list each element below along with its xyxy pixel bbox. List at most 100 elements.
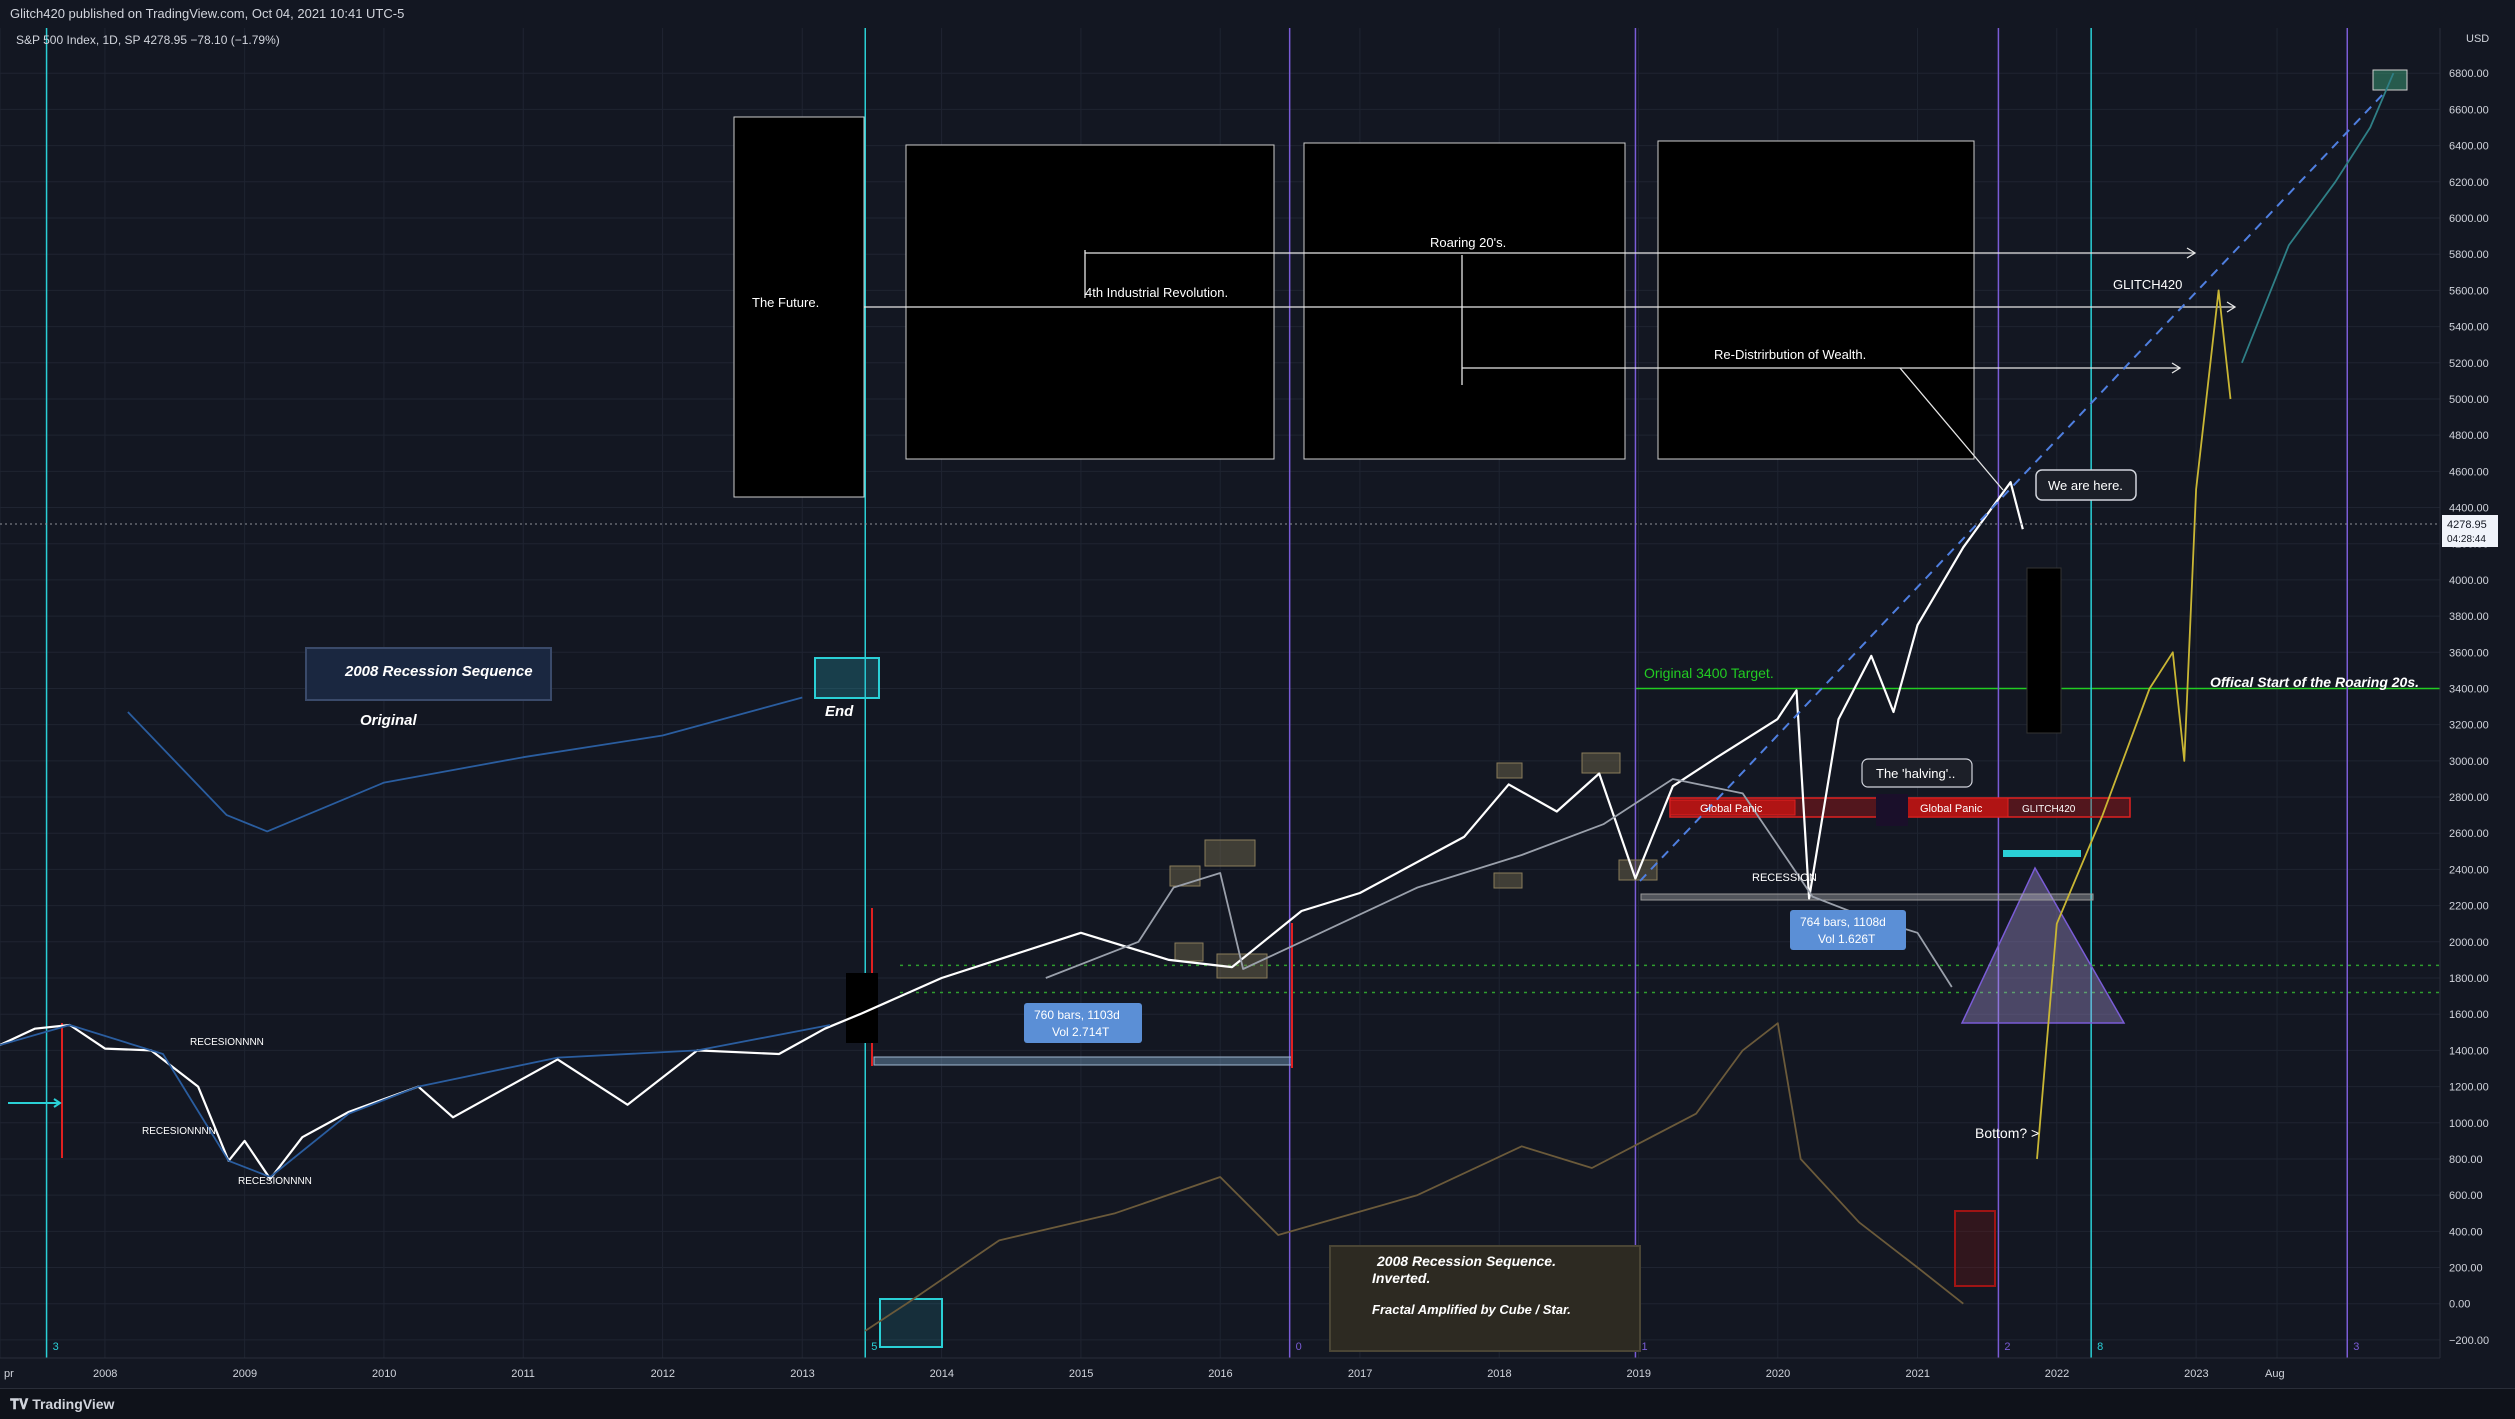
annotation-recession-seq: 2008 Recession Sequence: [344, 663, 533, 680]
series-1: [0, 696, 831, 1178]
annotation-author: GLITCH420: [2113, 277, 2182, 292]
x-tick-label: 2015: [1069, 1368, 1093, 1380]
y-tick-label: 2200.00: [2449, 901, 2489, 913]
price-chart[interactable]: 3 5 0 1 2 8 3: [0, 28, 2515, 1388]
annotation-global-panic-1: Global Panic: [1700, 803, 1763, 815]
roaring-box: [1303, 142, 1626, 460]
last-price-label: 4278.95: [2447, 519, 2487, 531]
y-tick-label: 6400.00: [2449, 141, 2489, 153]
annotation-global-panic-2: Global Panic: [1920, 803, 1983, 815]
series-5: [2241, 72, 2395, 364]
y-tick-label: 5400.00: [2449, 322, 2489, 334]
last-price-marker: 4278.95 04:28:44: [0, 515, 2498, 547]
black-block-3: [1876, 794, 1908, 826]
x-tick-label: 2020: [1766, 1368, 1790, 1380]
text-annotations: S&P 500 Index, 1D, SP 4278.95 −78.10 (−1…: [16, 33, 2419, 1352]
x-tick-label: 2019: [1626, 1368, 1650, 1380]
recession-seq-box: [305, 647, 552, 701]
y-tick-label: 6600.00: [2449, 104, 2489, 116]
countdown-label: 04:28:44: [2447, 534, 2486, 545]
y-tick-label: 1400.00: [2449, 1045, 2489, 1057]
x-tick-label: 2021: [1905, 1368, 1929, 1380]
series-line: [864, 1022, 1964, 1332]
industrial-box: [905, 144, 1275, 460]
x-tick-label: 2010: [372, 1368, 396, 1380]
vertical-cycle-lines: 3 5 0 1 2 8 3: [45, 28, 2359, 1358]
y-tick-label: 2800.00: [2449, 792, 2489, 804]
redistribution-box: [1657, 140, 1975, 460]
measure-2-line2: Vol 1.626T: [1818, 932, 1876, 946]
price-axis[interactable]: USD −200.00 0.00 200.00 400.00 600.00 800.00 1…: [2439, 28, 2515, 1358]
x-tick-label: pr: [4, 1368, 14, 1380]
annotation-inverted-line1: 2008 Recession Sequence.: [1376, 1253, 1556, 1269]
annotation-industrial: 4th Industrial Revolution.: [1085, 285, 1228, 300]
cycle-label: 0: [1296, 1341, 1302, 1353]
y-tick-label: 6200.00: [2449, 177, 2489, 189]
currency-label: USD: [2466, 33, 2489, 45]
y-tick-label: 4000.00: [2449, 575, 2489, 587]
x-tick-label: 2013: [790, 1368, 814, 1380]
y-tick-label: 3000.00: [2449, 756, 2489, 768]
cyan-marker: [2003, 850, 2081, 857]
y-tick-label: 800.00: [2449, 1154, 2483, 1166]
y-tick-label: 5000.00: [2449, 394, 2489, 406]
y-tick-label: 0.00: [2449, 1299, 2470, 1311]
y-tick-label: 5200.00: [2449, 358, 2489, 370]
y-tick-label: 2000.00: [2449, 937, 2489, 949]
y-tick-label: −200.00: [2449, 1335, 2489, 1347]
annotation-recesion-3: RECESIONNNN: [238, 1176, 312, 1187]
annotation-future: The Future.: [752, 295, 819, 310]
x-tick-label: 2012: [651, 1368, 675, 1380]
annotation-original-target: Original 3400 Target.: [1644, 665, 1774, 681]
series-2: [1045, 778, 1953, 988]
annotation-halving: The 'halving'..: [1876, 766, 1955, 781]
y-tick-label: 5600.00: [2449, 285, 2489, 297]
y-tick-label: 200.00: [2449, 1263, 2483, 1275]
cycle-label: 3: [53, 1341, 59, 1353]
y-tick-label: 4800.00: [2449, 430, 2489, 442]
annotation-arrows: [864, 247, 2237, 491]
annotation-fractal: Fractal Amplified by Cube / Star.: [1372, 1302, 1571, 1317]
x-tick-label: 2008: [93, 1368, 117, 1380]
footer-bar: 𝐓𝐕 TradingView: [0, 1388, 2515, 1419]
inverted-box: [1329, 1245, 1641, 1352]
inverted-low-box: [1954, 1210, 1996, 1287]
publish-header: Glitch420 published on TradingView.com, …: [0, 0, 2515, 28]
series-layer: [0, 72, 2395, 1332]
annotation-recesion-2: RECESIONNNN: [142, 1126, 216, 1137]
x-tick-label: 2018: [1487, 1368, 1511, 1380]
global-panic-box-1: [1669, 799, 1796, 816]
x-tick-label: 2009: [233, 1368, 257, 1380]
annotation-we-are-here: We are here.: [2048, 478, 2123, 493]
annotation-end: End: [825, 703, 854, 720]
time-axis[interactable]: pr 2008 2009 2010 2011 2012 2013 2014 2015 2016 20…: [0, 1357, 2515, 1388]
y-tick-label: 3600.00: [2449, 647, 2489, 659]
measure-2-label-bg: [1790, 910, 1906, 950]
annotation-roaring-start: Offical Start of the Roaring 20s.: [2210, 674, 2419, 690]
y-tick-label: 3400.00: [2449, 683, 2489, 695]
x-tick-label: 2016: [1208, 1368, 1232, 1380]
y-tick-label: 1600.00: [2449, 1009, 2489, 1021]
annotation-bottom: Bottom? >: [1975, 1125, 2039, 1141]
cycle-label: 3: [2353, 1341, 2359, 1353]
y-tick-label: 4600.00: [2449, 466, 2489, 478]
series-line: [2036, 289, 2232, 1160]
y-tick-label: 1800.00: [2449, 973, 2489, 985]
y-tick-label: 5800.00: [2449, 249, 2489, 261]
y-tick-label: 6000.00: [2449, 213, 2489, 225]
publisher-text: Glitch420 published on TradingView.com, …: [10, 6, 405, 21]
series-line: [1045, 778, 1953, 988]
series-line: [0, 1024, 831, 1178]
future-box: [733, 116, 865, 498]
x-tick-label: 2011: [511, 1368, 535, 1380]
annotation-roaring: Roaring 20's.: [1430, 235, 1506, 250]
measure-bar-2: [1640, 893, 2094, 901]
y-tick-label: 3800.00: [2449, 611, 2489, 623]
black-block-2: [2026, 567, 2062, 734]
cycle-label: 2: [2004, 1341, 2010, 1353]
series-3: [864, 1022, 1964, 1332]
tradingview-logo-icon[interactable]: 𝐓𝐕 TradingView: [10, 1396, 115, 1412]
x-tick-label: 2017: [1348, 1368, 1372, 1380]
y-tick-label: 1000.00: [2449, 1118, 2489, 1130]
measure-bar-1: [873, 1056, 1293, 1066]
